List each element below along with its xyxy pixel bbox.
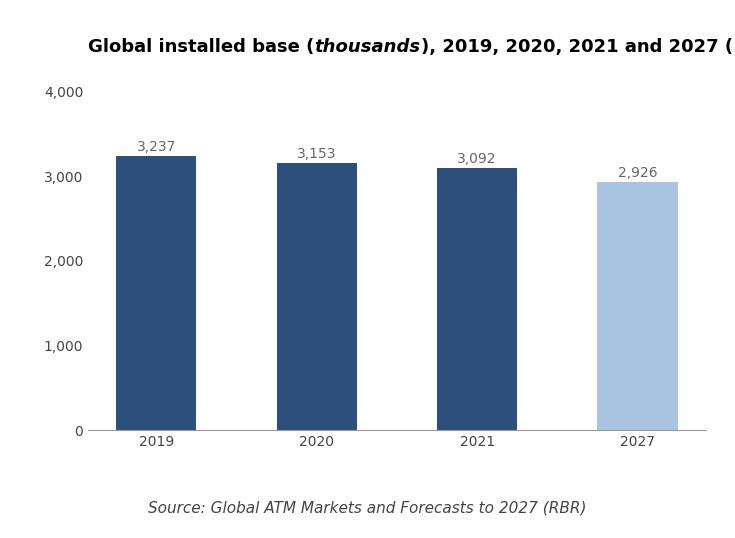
Text: thousands: thousands <box>315 39 420 56</box>
Text: 2,926: 2,926 <box>617 166 657 180</box>
Bar <box>116 156 196 430</box>
Text: Global installed base (: Global installed base ( <box>88 39 315 56</box>
Text: 3,237: 3,237 <box>137 139 176 153</box>
Bar <box>598 182 678 430</box>
Text: 3,153: 3,153 <box>297 147 337 161</box>
Text: Source: Global ATM Markets and Forecasts to 2027 (RBR): Source: Global ATM Markets and Forecasts… <box>148 501 587 516</box>
Bar <box>276 163 356 430</box>
Text: forecast: forecast <box>733 39 735 56</box>
Text: ), 2019, 2020, 2021 and 2027 (: ), 2019, 2020, 2021 and 2027 ( <box>420 39 733 56</box>
Bar <box>437 168 517 430</box>
Text: 3,092: 3,092 <box>457 152 497 166</box>
